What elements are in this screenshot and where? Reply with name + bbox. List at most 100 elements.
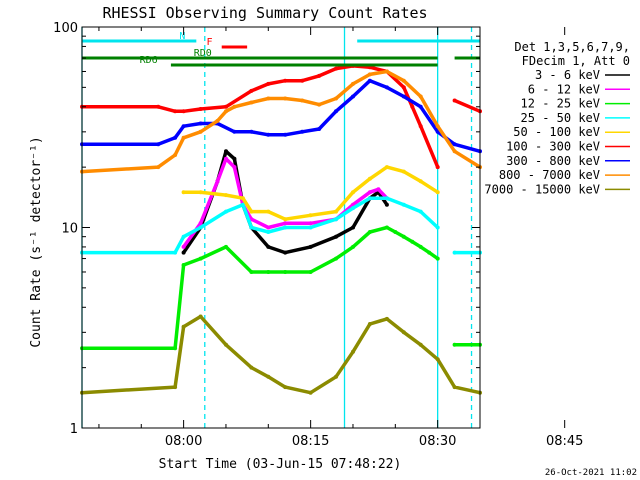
series-point-12-25-kev	[384, 225, 389, 230]
series-line-6-12-kev	[182, 157, 389, 248]
series-point-25-50-kev	[435, 225, 440, 230]
series-line-300-800-kev	[82, 78, 481, 153]
y-tick-label: 1	[70, 422, 78, 437]
series-point-25-50-kev	[418, 209, 423, 214]
series-point-25-50-kev	[452, 250, 457, 255]
series-point-25-50-kev	[283, 225, 288, 230]
chart-title: RHESSI Observing Summary Count Rates	[102, 4, 427, 22]
series-point-100-300-kev	[173, 109, 178, 114]
series-point-7000-15000-kev	[181, 324, 186, 329]
series-point-800-7000-kev	[351, 81, 355, 86]
series-point-800-7000-kev	[367, 72, 372, 77]
series-point-25-50-kev	[401, 202, 406, 207]
series-point-6-12-kev	[215, 179, 220, 184]
series-point-50-100-kev	[224, 193, 228, 198]
series-point-12-25-kev	[410, 239, 415, 244]
series-point-12-25-kev	[181, 263, 186, 267]
flag-label-f: F	[206, 37, 212, 48]
series-point-6-12-kev	[308, 221, 313, 226]
series-point-3-6-kev	[384, 202, 389, 207]
series-point-25-50-kev	[240, 202, 245, 207]
series-point-7000-15000-kev	[401, 330, 406, 335]
legend-label-25-50-kev: 25 - 50 keV	[521, 111, 600, 125]
series-point-7000-15000-kev	[384, 316, 389, 321]
series-point-50-100-kev	[283, 217, 288, 222]
series-point-12-25-kev	[393, 230, 398, 234]
series-point-300-800-kev	[300, 129, 305, 134]
series-point-300-800-kev	[181, 124, 186, 129]
series-point-7000-15000-kev	[173, 385, 178, 390]
series-point-50-100-kev	[418, 179, 423, 184]
series-point-300-800-kev	[198, 121, 203, 126]
series-point-25-50-kev	[351, 206, 355, 211]
legend-header-line-1: Det 1,3,5,6,7,9,	[514, 40, 630, 54]
series-point-100-300-kev	[401, 85, 406, 90]
series-point-800-7000-kev	[215, 118, 220, 123]
legend-label-300-800-kev: 300 - 800 keV	[506, 154, 600, 168]
series-point-800-7000-kev	[452, 149, 457, 154]
y-tick-label: 10	[61, 222, 78, 237]
series-point-50-100-kev	[435, 190, 440, 195]
y-axis-label: Count Rate (s⁻¹ detector⁻¹)	[29, 136, 44, 347]
series-point-300-800-kev	[266, 132, 271, 137]
x-tick-label: 08:15	[292, 434, 329, 449]
series-point-3-6-kev	[283, 250, 288, 255]
series-point-800-7000-kev	[384, 69, 389, 74]
series-point-12-25-kev	[249, 270, 254, 274]
series-point-100-300-kev	[317, 73, 322, 78]
series-point-300-800-kev	[156, 142, 161, 147]
series-point-800-7000-kev	[317, 102, 322, 107]
legend-label-6-12-kev: 6 - 12 keV	[528, 82, 600, 96]
series-point-25-50-kev	[367, 196, 372, 201]
legend-label-800-7000-kev: 800 - 7000 keV	[499, 168, 600, 182]
series-point-800-7000-kev	[266, 96, 271, 101]
series-point-25-50-kev	[308, 225, 313, 230]
series-point-100-300-kev	[334, 66, 338, 71]
series-point-50-100-kev	[198, 190, 203, 195]
series-point-300-800-kev	[283, 132, 288, 137]
legend: Det 1,3,5,6,7,9, FDecim 1, Att 0 3 - 6 k…	[484, 40, 630, 196]
series-point-7000-15000-kev	[249, 365, 254, 370]
series-point-12-25-kev	[173, 346, 178, 351]
series-point-100-300-kev	[266, 81, 271, 86]
series-point-50-100-kev	[249, 209, 254, 214]
series-point-800-7000-kev	[224, 109, 228, 114]
series-point-7000-15000-kev	[308, 390, 313, 395]
series-point-25-50-kev	[384, 196, 389, 201]
series-point-6-12-kev	[181, 244, 186, 249]
series-point-800-7000-kev	[173, 153, 178, 157]
series-point-100-300-kev	[198, 107, 203, 111]
series-point-3-6-kev	[351, 225, 355, 230]
series-point-7000-15000-kev	[435, 357, 440, 362]
series-line-800-7000-kev	[81, 69, 481, 174]
series-point-50-100-kev	[351, 190, 355, 195]
series-point-12-25-kev	[308, 270, 313, 274]
series-point-300-800-kev	[384, 85, 389, 90]
series-point-12-25-kev	[427, 250, 432, 255]
series-point-12-25-kev	[334, 256, 338, 261]
series-point-7000-15000-kev	[418, 342, 423, 347]
series-point-50-100-kev	[266, 209, 271, 214]
legend-label-3-6-kev: 3 - 6 keV	[535, 68, 600, 82]
series-point-12-25-kev	[351, 244, 355, 249]
series-point-100-300-kev	[452, 98, 457, 103]
series-point-6-12-kev	[376, 187, 381, 192]
series-point-25-50-kev	[224, 209, 228, 214]
series-point-7000-15000-kev	[266, 374, 271, 379]
series-point-12-25-kev	[198, 256, 203, 261]
series-point-100-300-kev	[156, 104, 161, 109]
flag-label-rd6: RD6	[140, 55, 158, 66]
series-point-25-50-kev	[249, 225, 254, 230]
series-line-7000-15000-kev	[81, 314, 481, 395]
series-point-7000-15000-kev	[367, 322, 372, 326]
series-point-100-300-kev	[418, 124, 423, 129]
series-point-25-50-kev	[198, 225, 203, 230]
series-point-300-800-kev	[249, 129, 254, 134]
flag-label-rd0: RD0	[194, 48, 212, 59]
series-point-6-12-kev	[232, 165, 237, 170]
series-point-3-6-kev	[232, 156, 237, 161]
series-point-800-7000-kev	[435, 124, 440, 129]
